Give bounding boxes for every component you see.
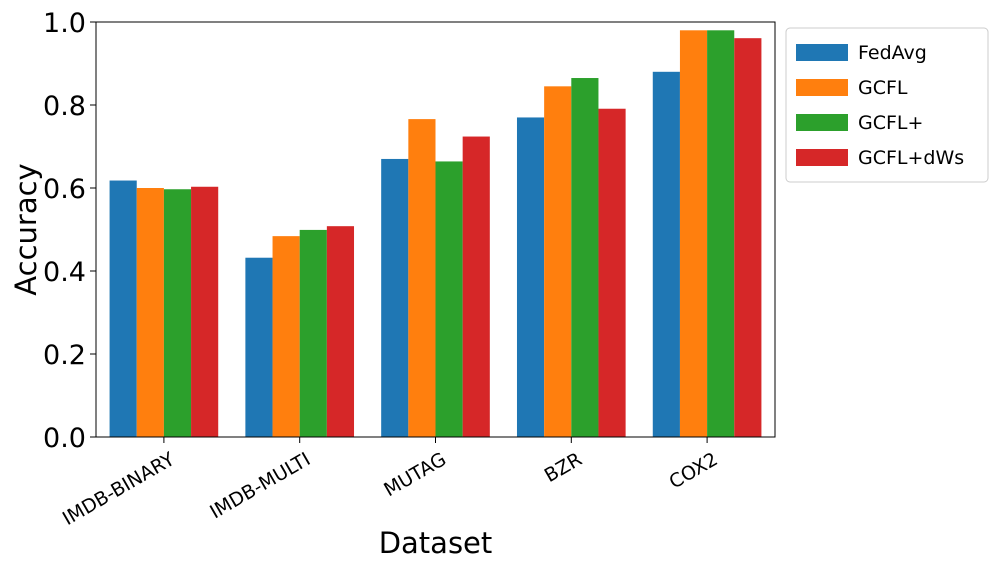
legend-frame	[785, 27, 989, 183]
bar	[326, 226, 355, 437]
legend-label: GCFL	[858, 77, 908, 99]
legend-label: FedAvg	[858, 42, 927, 64]
bar	[544, 86, 572, 437]
x-tick-label: BZR	[541, 448, 586, 487]
x-tick-label: COX2	[665, 448, 721, 493]
y-axis: 0.0 0.2 0.4 0.6 0.8 1.0	[43, 8, 96, 454]
bar	[136, 188, 164, 437]
bar	[516, 117, 545, 437]
bar	[435, 161, 463, 437]
legend-label: GCFL+dWs	[858, 147, 964, 169]
y-tick-label: 0.8	[43, 91, 86, 122]
x-axis: IMDB-BINARY IMDB-MULTI MUTAG BZR COX2	[59, 437, 722, 530]
bar	[245, 257, 273, 437]
bar	[462, 136, 490, 438]
bar	[191, 186, 219, 437]
bar	[679, 30, 708, 438]
x-tick-label: IMDB-MULTI	[206, 448, 314, 523]
bar	[652, 71, 680, 438]
y-tick-label: 0.0	[43, 423, 86, 454]
x-tick-label: MUTAG	[380, 448, 450, 501]
y-tick-label: 0.4	[43, 257, 86, 288]
bar	[707, 30, 735, 438]
bar	[299, 229, 327, 437]
y-tick-label: 0.6	[43, 174, 86, 205]
x-tick-label: IMDB-BINARY	[59, 448, 179, 530]
bar	[381, 158, 409, 437]
legend-swatch	[796, 79, 848, 96]
bar	[272, 236, 300, 437]
bar	[598, 108, 626, 438]
y-tick-label: 0.2	[43, 340, 86, 371]
legend-label: GCFL+	[858, 112, 923, 134]
legend-swatch	[796, 44, 848, 61]
bar	[734, 38, 762, 438]
bar	[408, 119, 436, 438]
bar	[571, 78, 599, 438]
x-axis-label: Dataset	[379, 526, 493, 560]
legend: FedAvg GCFL GCFL+ GCFL+dWs	[785, 27, 989, 183]
bar	[109, 180, 137, 437]
y-tick-label: 1.0	[43, 8, 86, 39]
bar	[163, 189, 192, 437]
legend-swatch	[796, 114, 848, 131]
bars-group	[109, 30, 762, 438]
legend-swatch	[796, 149, 848, 166]
y-axis-label: Accuracy	[9, 163, 43, 295]
